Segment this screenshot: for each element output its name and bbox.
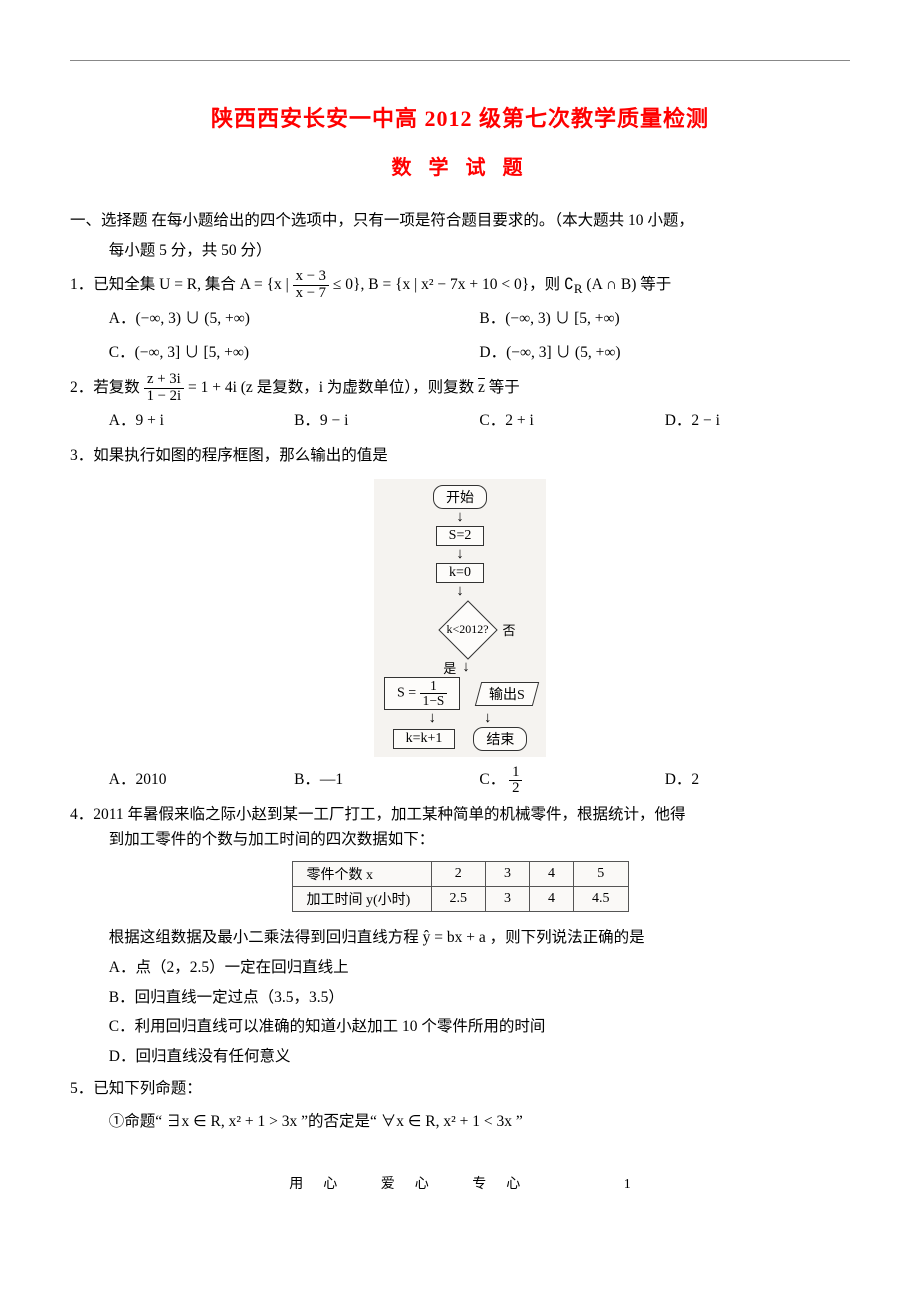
q4-x-0: 2 xyxy=(431,862,486,887)
page-footer: 用心 爱心 专心 1 xyxy=(70,1173,850,1193)
fc-s-update: S = 1 1−S xyxy=(384,677,460,710)
flowchart: 开始 ↓ S=2 ↓ k=0 ↓ k<2012? 否 是 ↓ S = xyxy=(374,479,546,757)
q2-option-b: B．9 − i xyxy=(294,404,479,438)
q4-table: 零件个数 x 2 3 4 5 加工时间 y(小时) 2.5 3 4 4.5 xyxy=(292,861,629,912)
q4-y-0: 2.5 xyxy=(431,887,486,912)
q5-prop1: ①命题“ ∃x ∈ R, x² + 1 > 3x ”的否定是“ ∀x ∈ R, … xyxy=(70,1106,850,1137)
fc-k-update: k=k+1 xyxy=(393,729,456,749)
q1-frac-den: x − 7 xyxy=(293,286,329,301)
q1-option-b: B．(−∞, 3) ∪ [5, +∞) xyxy=(479,302,850,336)
footer-text: 用心 爱心 专心 xyxy=(289,1177,540,1192)
q1-stem-pre: 1．已知全集 U = R, 集合 A = {x | xyxy=(70,276,293,293)
fc-arrow: ↓ xyxy=(429,710,437,727)
q3-stem: 3．如果执行如图的程序框图，那么输出的值是 xyxy=(70,440,850,471)
fc-s-update-frac: 1 1−S xyxy=(420,679,448,708)
fc-s-update-pre: S = xyxy=(397,686,416,701)
q1-options-row2: C．(−∞, 3] ∪ [5, +∞) D．(−∞, 3] ∪ (5, +∞) xyxy=(70,336,850,370)
q2-fraction: z + 3i 1 − 2i xyxy=(144,372,184,404)
q3-optc-pre: C． xyxy=(479,771,505,788)
fc-cond: k<2012? xyxy=(438,600,496,658)
footer-page-number: 1 xyxy=(624,1177,631,1192)
q4-y-2: 4 xyxy=(530,887,574,912)
fc-decision: k<2012? xyxy=(438,600,496,658)
q4-stem3-pre: 根据这组数据及最小二乘法得到回归直线方程 xyxy=(109,929,423,946)
q3-optc-frac: 1 2 xyxy=(509,765,522,797)
table-row: 零件个数 x 2 3 4 5 xyxy=(292,862,628,887)
fc-output-label: 输出S xyxy=(489,684,525,704)
title-sub: 数 学 试 题 xyxy=(70,151,850,180)
q4-stem3-post: = bx + a ，则下列说法正确的是 xyxy=(434,929,644,946)
q3-option-c: C． 1 2 xyxy=(479,763,664,797)
q4-x-2: 4 xyxy=(530,862,574,887)
fc-arrow: ↓ xyxy=(484,710,492,727)
q1-stem-mid: ≤ 0}, B = {x | x² − 7x + 10 < 0}，则 ∁ xyxy=(333,276,574,293)
flowchart-wrap: 开始 ↓ S=2 ↓ k=0 ↓ k<2012? 否 是 ↓ S = xyxy=(70,479,850,757)
q4-x-3: 5 xyxy=(574,862,629,887)
section-1-header-line2: 每小题 5 分，共 50 分） xyxy=(70,238,850,264)
q1-options-row1: A．(−∞, 3) ∪ (5, +∞) B．(−∞, 3) ∪ [5, +∞) xyxy=(70,302,850,336)
q3-option-b: B．—1 xyxy=(294,763,479,797)
q4-row1-hdr: 零件个数 x xyxy=(292,862,431,887)
fc-arrow: ↓ xyxy=(384,509,536,526)
q2-frac-den: 1 − 2i xyxy=(144,389,184,404)
q4-x-1: 3 xyxy=(486,862,530,887)
fc-end: 结束 xyxy=(473,727,527,751)
fc-s-upd-den: 1−S xyxy=(420,694,448,708)
section-1-header-line1: 一、选择题 在每小题给出的四个选项中，只有一项是符合题目要求的。（本大题共 10… xyxy=(70,208,850,234)
q3-optc-num: 1 xyxy=(509,765,522,781)
fc-s-upd-num: 1 xyxy=(420,679,448,694)
q2-option-c: C．2 + i xyxy=(479,404,664,438)
fc-start: 开始 xyxy=(433,485,487,509)
q3-options: A．2010 B．—1 C． 1 2 D．2 xyxy=(70,763,850,797)
q2-stem-pre: 2．若复数 xyxy=(70,379,144,396)
fc-yes-label: 是 xyxy=(410,658,462,677)
q4-y-3: 4.5 xyxy=(574,887,629,912)
q3-option-d: D．2 xyxy=(665,763,850,797)
q4-option-b: B．回归直线一定过点（3.5，3.5） xyxy=(70,983,850,1012)
q1-option-d: D．(−∞, 3] ∪ (5, +∞) xyxy=(479,336,850,370)
title-main: 陕西西安长安一中高 2012 级第七次教学质量检测 xyxy=(70,101,850,133)
q2-option-d: D．2 − i xyxy=(665,404,850,438)
q2-stem-mid: = 1 + 4i (z 是复数，i 为虚数单位），则复数 xyxy=(188,379,478,396)
q1-stem-post: (A ∩ B) 等于 xyxy=(586,276,671,293)
q4-option-c: C．利用回归直线可以准确的知道小赵加工 10 个零件所用的时间 xyxy=(70,1012,850,1041)
q5-stem: 5．已知下列命题： xyxy=(70,1073,850,1104)
q4-table-wrap: 零件个数 x 2 3 4 5 加工时间 y(小时) 2.5 3 4 4.5 xyxy=(70,861,850,912)
fc-s-init: S=2 xyxy=(436,526,485,546)
q4-yhat: y xyxy=(423,929,431,946)
table-row: 加工时间 y(小时) 2.5 3 4 4.5 xyxy=(292,887,628,912)
q2-stem-post: 等于 xyxy=(489,379,520,396)
q1-option-c: C．(−∞, 3] ∪ [5, +∞) xyxy=(109,336,480,370)
q2-option-a: A．9 + i xyxy=(109,404,294,438)
fc-k-init: k=0 xyxy=(436,563,484,583)
q2-frac-num: z + 3i xyxy=(144,372,184,388)
header-rule xyxy=(70,60,850,61)
q1-frac-num: x − 3 xyxy=(293,269,329,285)
q2-zbar: z xyxy=(478,379,485,396)
fc-arrow: ↓ xyxy=(462,659,470,676)
q2-options: A．9 + i B．9 − i C．2 + i D．2 − i xyxy=(70,404,850,438)
q1-stem: 1．已知全集 U = R, 集合 A = {x | x − 3 x − 7 ≤ … xyxy=(70,269,850,302)
q4-row2-hdr: 加工时间 y(小时) xyxy=(292,887,431,912)
fc-output: 输出S xyxy=(475,682,539,706)
q4-option-a: A．点（2，2.5）一定在回归直线上 xyxy=(70,953,850,982)
q4-stem3: 根据这组数据及最小二乘法得到回归直线方程 y = bx + a ，则下列说法正确… xyxy=(70,922,850,953)
q2-stem: 2．若复数 z + 3i 1 − 2i = 1 + 4i (z 是复数，i 为虚… xyxy=(70,372,850,404)
q3-optc-den: 2 xyxy=(509,781,522,796)
q4-option-d: D．回归直线没有任何意义 xyxy=(70,1042,850,1071)
fc-no-label: 否 xyxy=(496,620,521,639)
q1-fraction: x − 3 x − 7 xyxy=(293,269,329,301)
q1-option-a: A．(−∞, 3) ∪ (5, +∞) xyxy=(109,302,480,336)
q4-y-1: 3 xyxy=(486,887,530,912)
q3-option-a: A．2010 xyxy=(109,763,294,797)
fc-arrow: ↓ xyxy=(384,583,536,600)
fc-arrow: ↓ xyxy=(384,546,536,563)
q1-complement-sub: R xyxy=(574,281,583,296)
